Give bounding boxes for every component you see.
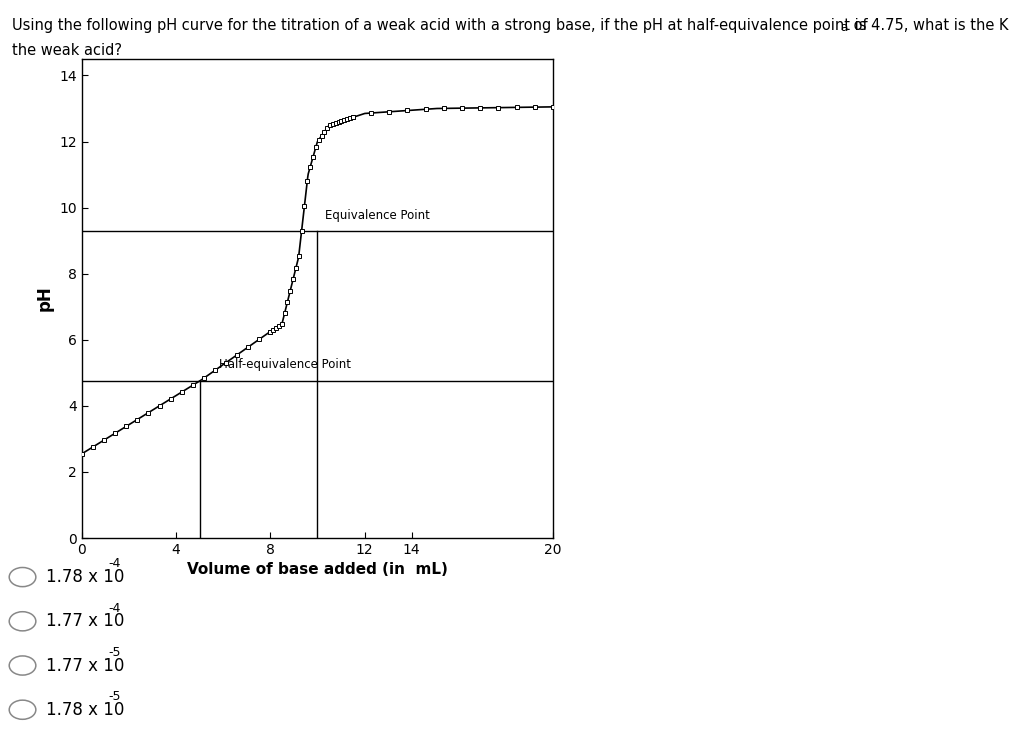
Text: -4: -4 [109, 601, 121, 615]
Text: of: of [849, 18, 867, 33]
Text: the weak acid?: the weak acid? [12, 43, 122, 57]
Y-axis label: pH: pH [36, 286, 54, 311]
Text: a: a [841, 21, 848, 35]
Text: 1.77 x 10: 1.77 x 10 [46, 657, 125, 674]
Text: -5: -5 [109, 690, 121, 703]
X-axis label: Volume of base added (in  mL): Volume of base added (in mL) [187, 562, 447, 577]
Text: 1.78 x 10: 1.78 x 10 [46, 701, 125, 719]
Text: Equivalence Point: Equivalence Point [325, 209, 429, 223]
Text: Using the following pH curve for the titration of a weak acid with a strong base: Using the following pH curve for the tit… [12, 18, 1009, 33]
Text: 1.77 x 10: 1.77 x 10 [46, 612, 125, 630]
Text: Half-equivalence Point: Half-equivalence Point [218, 358, 350, 371]
Text: -5: -5 [109, 646, 121, 659]
Text: 1.78 x 10: 1.78 x 10 [46, 568, 125, 586]
Text: -4: -4 [109, 557, 121, 570]
